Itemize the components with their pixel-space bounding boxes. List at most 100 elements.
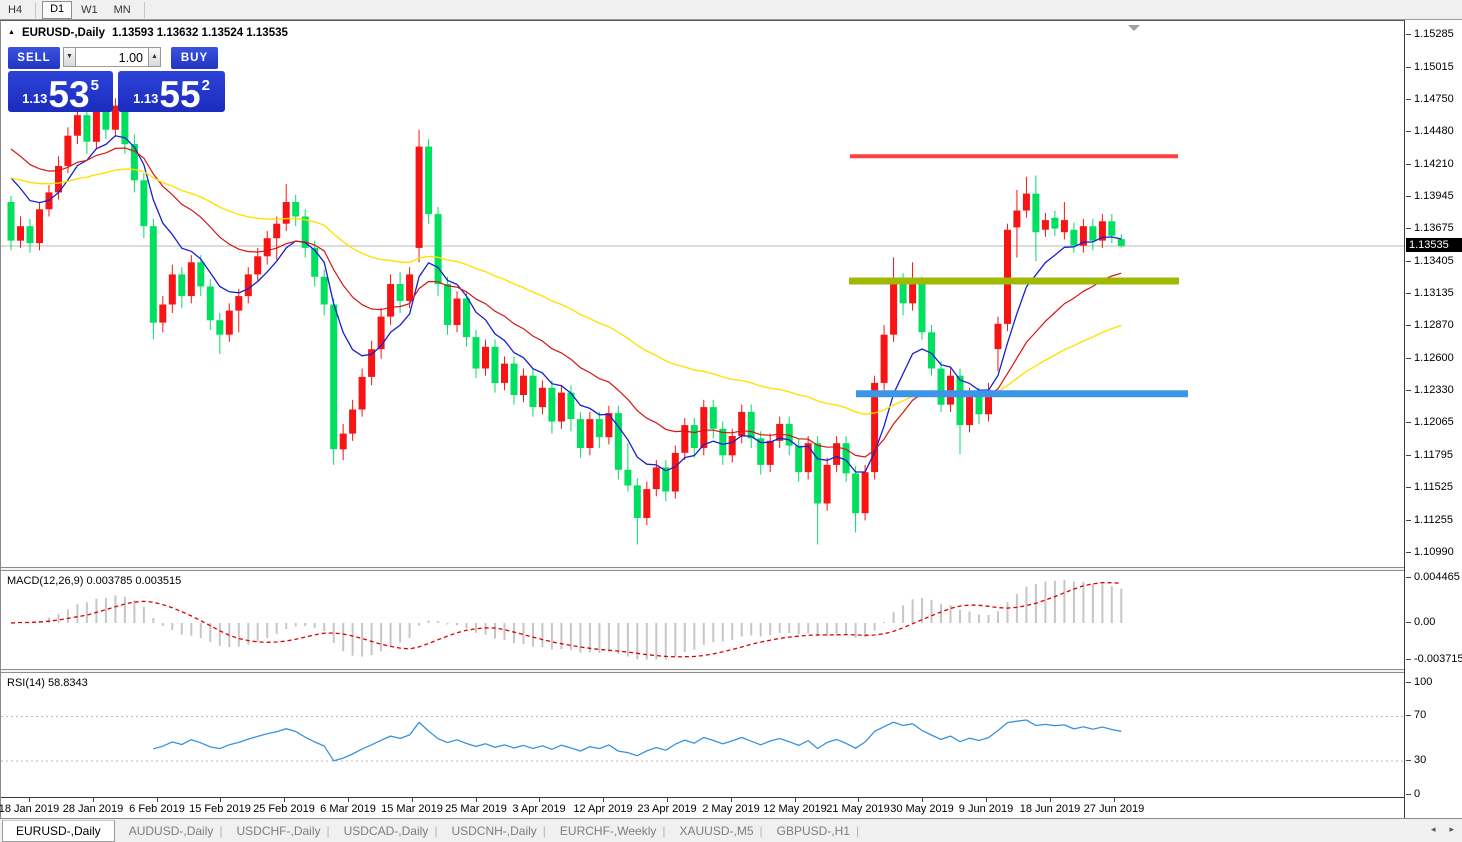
date-label: 15 Mar 2019 [381, 803, 443, 815]
price-axis-label: 1.13405 [1414, 255, 1454, 267]
date-label: 3 Apr 2019 [512, 803, 566, 815]
sell-button[interactable]: SELL [8, 47, 60, 69]
macd-indicator-panel[interactable]: MACD(12,26,9) 0.003785 0.003515 [1, 571, 1404, 669]
price-axis-label: 1.14480 [1414, 125, 1454, 137]
date-label: 15 Feb 2019 [189, 803, 251, 815]
macd-chart[interactable] [1, 571, 1404, 669]
price-chart-panel[interactable]: ▲ EURUSD-,Daily 1.13593 1.13632 1.13524 … [1, 21, 1404, 567]
macd-signal-line [10, 582, 1122, 658]
volume-decrease-button[interactable]: ▼ [63, 47, 76, 67]
timeframe-button-h4[interactable]: H4 [8, 3, 23, 16]
toolbar-divider [143, 1, 145, 18]
date-tick [1114, 798, 1115, 802]
rsi-chart[interactable] [1, 673, 1404, 797]
macd-axis-tick [1406, 622, 1411, 623]
price-axis-tick [1406, 164, 1411, 165]
price-axis-label: 1.12870 [1414, 319, 1454, 331]
date-tick [220, 798, 221, 802]
macd-histogram [19, 580, 1123, 660]
tab-divider: | [759, 823, 763, 838]
date-label: 18 Jan 2019 [0, 803, 60, 815]
current-price-tag: 1.13535 [1406, 238, 1462, 252]
price-axis-label: 1.12600 [1414, 352, 1454, 364]
tab-divider: | [855, 823, 860, 838]
price-axis-tick [1406, 455, 1411, 456]
price-axis-label: 1.10990 [1414, 546, 1454, 558]
date-label: 18 Jun 2019 [1019, 803, 1081, 815]
date-tick [858, 798, 859, 802]
date-tick [476, 798, 477, 802]
price-axis-tick [1406, 358, 1411, 359]
macd-axis-tick [1406, 659, 1411, 660]
date-tick [29, 798, 30, 802]
price-axis-tick [1406, 99, 1411, 100]
date-tick [93, 798, 94, 802]
tab-scroll-left-icon[interactable]: ◂ [1430, 824, 1436, 834]
price-axis-tick [1406, 293, 1411, 294]
chart-tab-GBPUSD-,H1[interactable]: GBPUSD-,H1 [776, 823, 850, 838]
chart-ohlc-values: 1.13593 1.13632 1.13524 1.13535 [112, 27, 288, 39]
rsi-label: RSI(14) 58.8343 [7, 677, 88, 689]
rsi-axis-label: 70 [1414, 709, 1427, 721]
candlestick-chart[interactable] [1, 21, 1404, 567]
panel-separator[interactable] [1, 567, 1404, 571]
macd-axis-tick [1406, 577, 1411, 578]
sell-price-point: 5 [90, 77, 99, 94]
candles-layer [7, 98, 1125, 545]
chart-tab-EURUSD-,Daily[interactable]: EURUSD-,Daily [2, 819, 115, 842]
chart-tab-XAUUSD-,M5[interactable]: XAUUSD-,M5 [679, 823, 754, 838]
chart-window[interactable]: ▲ EURUSD-,Daily 1.13593 1.13632 1.13524 … [0, 20, 1405, 820]
chart-tab-USDCHF-,Daily[interactable]: USDCHF-,Daily [236, 823, 321, 838]
price-axis-label: 1.11795 [1414, 449, 1453, 461]
buy-price-point: 2 [201, 77, 210, 94]
date-tick [986, 798, 987, 802]
volume-input[interactable]: 1.00 [76, 47, 148, 67]
timeframe-button-mn[interactable]: MN [113, 3, 131, 16]
date-axis[interactable]: 18 Jan 2019 28 Jan 2019 6 Feb 2019 15 Feb 2… [0, 797, 1404, 820]
date-label: 25 Mar 2019 [445, 803, 507, 815]
chart-tab-EURCHF-,Weekly[interactable]: EURCHF-,Weekly [559, 823, 657, 838]
moving-averages-layer [10, 135, 1122, 473]
price-axis-tick [1406, 261, 1411, 262]
date-label: 21 May 2019 [826, 803, 890, 815]
rsi-axis-label: 100 [1414, 676, 1433, 688]
macd-axis-label: 0.00 [1414, 616, 1436, 628]
date-tick [412, 798, 413, 802]
tab-divider: | [219, 823, 223, 838]
date-tick [1050, 798, 1051, 802]
timeframe-button-d1[interactable]: D1 [42, 0, 73, 19]
chart-header: ▲ EURUSD-,Daily 1.13593 1.13632 1.13524 … [8, 27, 288, 39]
rsi-indicator-panel[interactable]: RSI(14) 58.8343 [1, 673, 1404, 797]
chart-tab-USDCAD-,Daily[interactable]: USDCAD-,Daily [343, 823, 429, 838]
date-tick [539, 798, 540, 802]
chart-tab-USDCNH-,Daily[interactable]: USDCNH-,Daily [451, 823, 537, 838]
tab-divider: | [542, 823, 546, 838]
price-axis-tick [1406, 390, 1411, 391]
price-axis-tick [1406, 196, 1411, 197]
price-axis[interactable]: 1.15285 1.15015 1.14750 1.14480 1.14210 1.139… [1406, 20, 1462, 818]
date-label: 6 Feb 2019 [129, 803, 185, 815]
chart-shift-marker-icon[interactable] [1128, 25, 1140, 31]
tab-divider: | [662, 823, 666, 838]
price-axis-label: 1.11525 [1414, 481, 1453, 493]
collapse-triangle-icon[interactable]: ▲ [8, 28, 15, 36]
timeframe-button-w1[interactable]: W1 [81, 3, 98, 16]
date-tick [157, 798, 158, 802]
volume-increase-button[interactable]: ▲ [148, 47, 161, 67]
date-label: 12 Apr 2019 [573, 803, 633, 815]
price-axis-label: 1.15285 [1414, 28, 1454, 40]
rsi-axis-tick [1406, 682, 1411, 683]
sell-price-box[interactable]: 1.13 53 5 [8, 71, 113, 113]
panel-separator[interactable] [1, 669, 1404, 673]
buy-price-box[interactable]: 1.13 55 2 [118, 71, 225, 113]
date-tick [348, 798, 349, 802]
horizontal-ray-lines[interactable] [849, 154, 1188, 398]
date-label: 6 Mar 2019 [320, 803, 376, 815]
chart-tab-AUDUSD-,Daily[interactable]: AUDUSD-,Daily [128, 823, 214, 838]
tab-scroll-right-icon[interactable]: ▸ [1449, 824, 1454, 834]
date-tick [731, 798, 732, 802]
buy-button[interactable]: BUY [171, 47, 218, 69]
timeframe-toolbar: H4 D1 W1 MN [0, 0, 1462, 20]
price-axis-label: 1.13675 [1414, 222, 1454, 234]
macd-axis-label: -0.003715 [1414, 653, 1462, 665]
